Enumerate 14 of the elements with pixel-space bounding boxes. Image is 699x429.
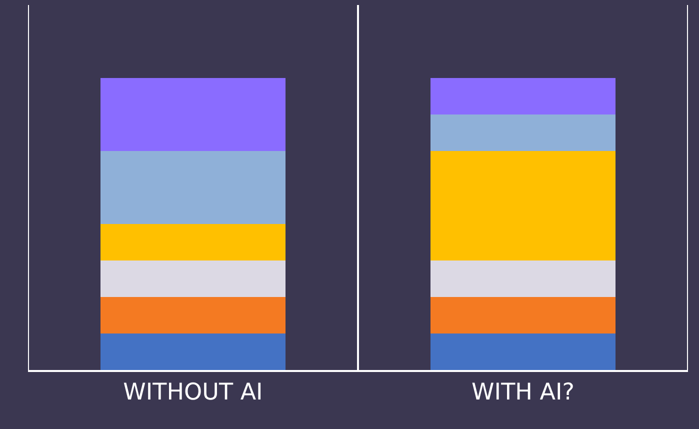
- bar: [430, 114, 616, 151]
- bar: [430, 78, 616, 114]
- x-tick-label: WITHOUT AI: [123, 380, 263, 406]
- bar: [100, 334, 286, 370]
- bar: [430, 151, 616, 260]
- bar: [100, 151, 286, 224]
- x-tick-label: WITH AI?: [472, 380, 574, 406]
- bar: [100, 224, 286, 260]
- bar: [430, 334, 616, 370]
- bar: [430, 260, 616, 297]
- bar: [430, 297, 616, 334]
- bar: [100, 260, 286, 297]
- bar: [100, 78, 286, 151]
- bar: [100, 297, 286, 334]
